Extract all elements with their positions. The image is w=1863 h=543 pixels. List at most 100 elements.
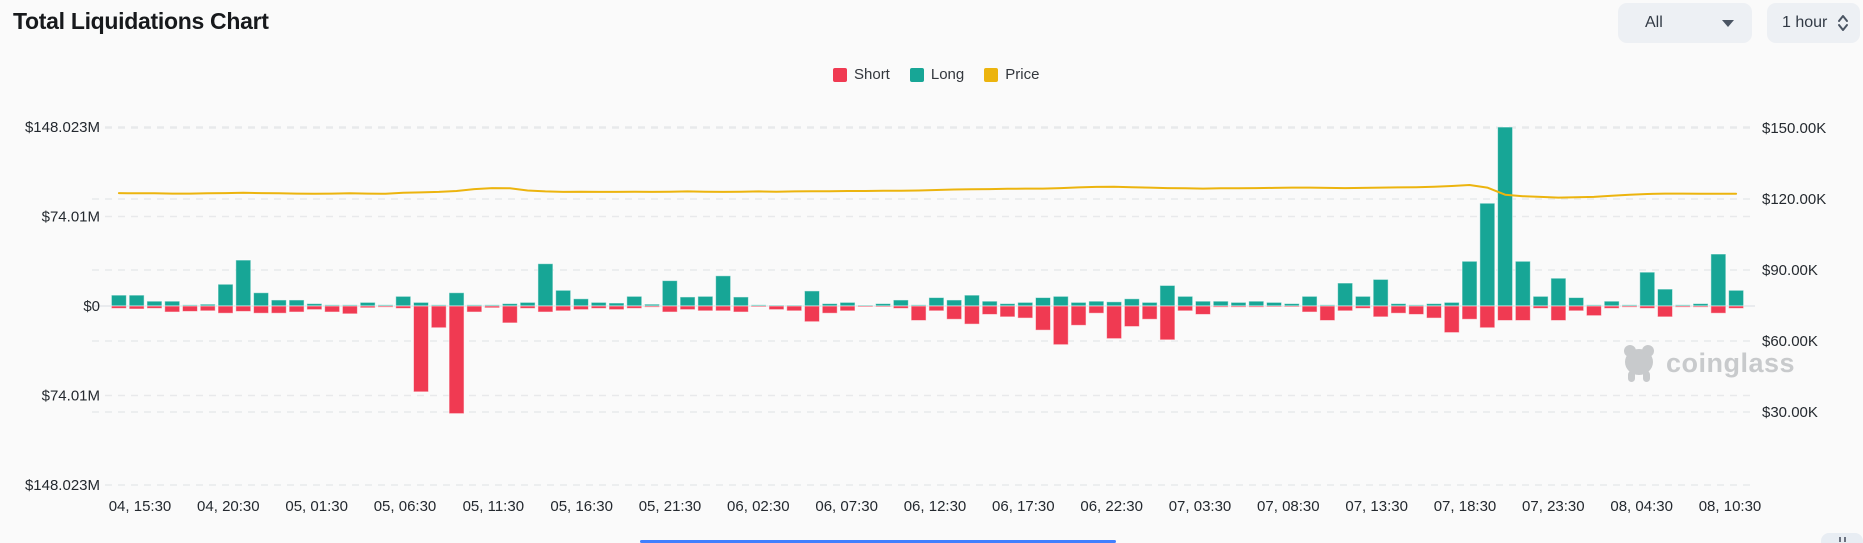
- short-bar: [1212, 305, 1229, 308]
- short-bar: [1408, 305, 1425, 315]
- legend-item-price[interactable]: Price: [984, 66, 1039, 83]
- long-bar: [164, 300, 181, 307]
- short-bar: [803, 305, 820, 323]
- x-axis-label: 06, 12:30: [904, 498, 967, 515]
- long-bar: [270, 299, 287, 307]
- short-bar: [608, 305, 625, 311]
- y-axis-label-left: $148.023M: [25, 119, 100, 136]
- short-bar: [626, 305, 643, 309]
- long-color-swatch: [909, 67, 924, 82]
- short-bar: [697, 305, 714, 312]
- short-bar: [892, 305, 909, 309]
- short-bar: [1728, 305, 1745, 309]
- long-bars: [110, 126, 1745, 307]
- short-bar: [181, 305, 198, 312]
- x-axis-label: 06, 22:30: [1080, 498, 1143, 515]
- short-bar: [644, 305, 661, 308]
- short-bar: [1194, 305, 1211, 315]
- long-bar: [1212, 300, 1229, 307]
- long-bar: [519, 301, 536, 307]
- short-bar: [1603, 305, 1620, 309]
- legend-label-long: Long: [930, 66, 965, 83]
- short-bar: [715, 305, 732, 312]
- long-bar: [839, 301, 856, 307]
- short-bar: [821, 305, 838, 314]
- short-bar: [1532, 305, 1549, 309]
- short-bar: [1461, 305, 1478, 320]
- legend-label-short: Short: [854, 66, 890, 83]
- short-bar: [1443, 305, 1460, 334]
- short-bar: [839, 305, 856, 312]
- short-bar: [768, 305, 785, 311]
- long-bar: [146, 300, 163, 307]
- long-bar: [1337, 282, 1354, 307]
- coinglass-watermark-text: coinglass: [1666, 347, 1796, 378]
- short-bar: [1301, 305, 1318, 313]
- long-bar: [1354, 295, 1371, 307]
- header-controls: All 1 hour: [1618, 3, 1860, 43]
- x-axis-label: 06, 17:30: [992, 498, 1055, 515]
- short-bar: [1497, 305, 1514, 322]
- y-axis-right: $150.00K $120.00K $90.00K $60.00K $30.00K: [1762, 120, 1826, 421]
- legend-item-long[interactable]: Long: [909, 66, 965, 83]
- legend-item-short[interactable]: Short: [833, 66, 890, 83]
- x-axis-label: 07, 13:30: [1345, 498, 1408, 515]
- y-axis-label-left: $74.01M: [42, 209, 100, 226]
- long-bar: [1568, 297, 1585, 307]
- short-bar: [466, 305, 483, 313]
- long-bar: [1603, 300, 1620, 307]
- long-bar: [963, 294, 980, 307]
- short-bar: [572, 305, 589, 311]
- long-bar: [217, 283, 234, 307]
- y-axis-label-right: $60.00K: [1762, 333, 1818, 350]
- long-bar: [1532, 295, 1549, 307]
- short-bar: [1585, 305, 1602, 317]
- long-bar: [1497, 126, 1514, 307]
- short-bar: [1123, 305, 1140, 328]
- short-bar: [217, 305, 234, 314]
- long-bar: [928, 297, 945, 307]
- short-bar: [413, 305, 430, 393]
- long-bar: [1301, 295, 1318, 307]
- long-bar: [1372, 278, 1389, 307]
- y-axis-label-left: $74.01M: [42, 387, 100, 404]
- x-axis-label: 08, 04:30: [1610, 498, 1673, 515]
- long-bar: [946, 299, 963, 307]
- short-bar: [1692, 305, 1709, 308]
- short-bar: [1230, 305, 1247, 308]
- short-bar: [732, 305, 749, 313]
- short-bar: [519, 305, 536, 309]
- price-line: [117, 184, 1738, 199]
- interval-value: 1 hour: [1782, 14, 1828, 31]
- long-bar: [555, 289, 572, 307]
- long-bar: [1106, 301, 1123, 307]
- short-bar: [661, 305, 678, 313]
- long-bar: [572, 298, 589, 307]
- x-axis-label: 05, 16:30: [550, 498, 613, 515]
- short-bar: [164, 305, 181, 313]
- y-axis-label-right: $150.00K: [1762, 120, 1826, 137]
- long-bar: [359, 301, 376, 307]
- symbol-filter-dropdown[interactable]: All: [1618, 3, 1752, 43]
- long-bar: [1052, 295, 1069, 307]
- short-bar: [1354, 305, 1371, 309]
- short-bar: [1159, 305, 1176, 341]
- long-bar: [1728, 289, 1745, 307]
- short-bar: [501, 305, 518, 324]
- short-bar: [963, 305, 980, 325]
- interval-dropdown[interactable]: 1 hour: [1767, 3, 1860, 43]
- long-bar: [128, 294, 145, 307]
- short-bar: [1550, 305, 1567, 322]
- short-bar: [1070, 305, 1087, 326]
- short-bar: [306, 305, 323, 311]
- long-bar: [1514, 260, 1531, 307]
- cut-off-corner-button[interactable]: [1821, 533, 1863, 543]
- short-bar: [395, 305, 412, 309]
- x-axis-label: 05, 21:30: [639, 498, 702, 515]
- chevron-down-icon: [1722, 19, 1734, 27]
- long-bar: [1177, 295, 1194, 307]
- chart-range-indicator[interactable]: [640, 540, 1116, 543]
- long-bar: [626, 295, 643, 307]
- long-bar: [732, 296, 749, 307]
